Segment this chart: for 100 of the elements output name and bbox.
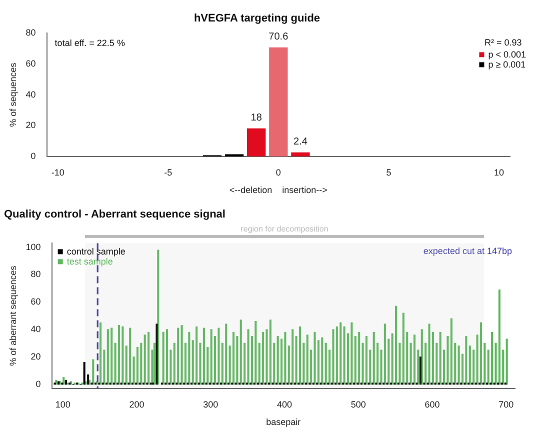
bar [306,334,308,385]
chart-title: hVEGFA targeting guide [194,12,320,25]
x-tick-label: 200 [129,399,144,410]
bar [402,312,404,385]
bar [210,329,212,385]
y-tick-label: 60 [30,296,41,307]
y-tick-label: 40 [26,89,36,100]
bar [332,329,334,385]
x-tick-label: 100 [55,399,70,410]
bar [247,329,250,385]
bar [232,332,235,385]
y-tick-label: 40 [30,324,41,334]
x-axis-title: basepair [266,417,301,428]
y-tick-label: 80 [30,269,41,280]
x-tick-label: 10 [494,167,504,178]
bar [110,328,113,385]
legend-title: R² = 0.93 [484,38,522,48]
bar [506,338,508,385]
x-tick-label: -10 [51,167,64,178]
band-label: region for decomposition [240,224,328,234]
x-tick-label: 300 [203,399,218,410]
bar [269,47,288,156]
y-tick-label: 60 [26,58,36,68]
bar [498,289,500,385]
bar [324,342,327,385]
bar [83,362,86,385]
legend-label: control sample [66,246,126,257]
y-axis-title: % of sequences [8,62,18,127]
bar [136,346,138,385]
bar [64,380,67,385]
bar [92,359,94,385]
legend-label: test sample [66,256,113,267]
x-tick-label: -5 [164,167,172,178]
bar [118,325,120,385]
bar [458,346,460,385]
bar [262,332,264,385]
x-axis-title: <--deletion insertion--> [229,185,328,196]
bar [472,350,475,385]
bar [350,322,353,385]
bar [166,329,168,385]
bar [343,326,346,385]
legend-label: p ≥ 0.001 [488,60,526,70]
bar [196,326,198,385]
bar [372,332,375,385]
data-label: 18 [250,112,262,124]
y-tick-label: 80 [26,28,36,38]
bar [465,336,468,385]
y-tick-label: 20 [26,120,36,130]
bar [298,326,302,385]
bar [177,328,180,385]
bar [254,320,257,385]
bar [354,336,356,385]
bar [284,332,286,385]
bar [358,332,360,385]
bar [218,328,220,385]
bar [202,328,205,385]
bar [162,332,164,385]
bar [148,332,150,385]
bar [384,324,386,385]
data-label: 70.6 [268,31,289,42]
bar [365,336,368,385]
ref-line-label: expected cut at 147bp [423,246,512,256]
bar [144,334,146,385]
x-tick-label: 700 [498,399,514,410]
x-tick-label: 600 [424,399,440,410]
legend-label: p < 0.001 [488,50,526,60]
bar [491,332,494,385]
x-tick-label: 5 [386,167,392,178]
bar [450,318,452,385]
x-tick-label: 500 [350,399,366,410]
data-label: 2.4 [294,136,308,148]
bar [225,324,228,385]
x-tick-label: 0 [276,167,281,178]
bar [122,326,124,385]
y-tick-label: 0 [30,150,36,161]
bar [340,322,342,385]
bar [153,342,156,385]
bar [140,342,142,385]
y-tick-label: 100 [26,242,41,252]
bar [413,334,416,385]
bar [419,356,422,385]
bar [321,337,324,385]
bar [62,377,65,385]
annotation: total eff. = 22.5 % [54,38,125,48]
x-tick-label: 400 [277,399,292,410]
bar [180,325,183,385]
bar [188,332,190,385]
chart-title: Quality control - Aberrant sequence signal [4,208,226,221]
bar [428,324,430,385]
bar [468,346,471,385]
bar [276,336,279,385]
bar [106,329,109,385]
bar [480,322,482,385]
bar [269,320,272,385]
bar [240,320,242,385]
bar [236,336,238,385]
y-axis-title: % of aberrant sequences [8,265,18,366]
bar [156,324,158,385]
bar [100,322,102,385]
bar [247,128,266,156]
